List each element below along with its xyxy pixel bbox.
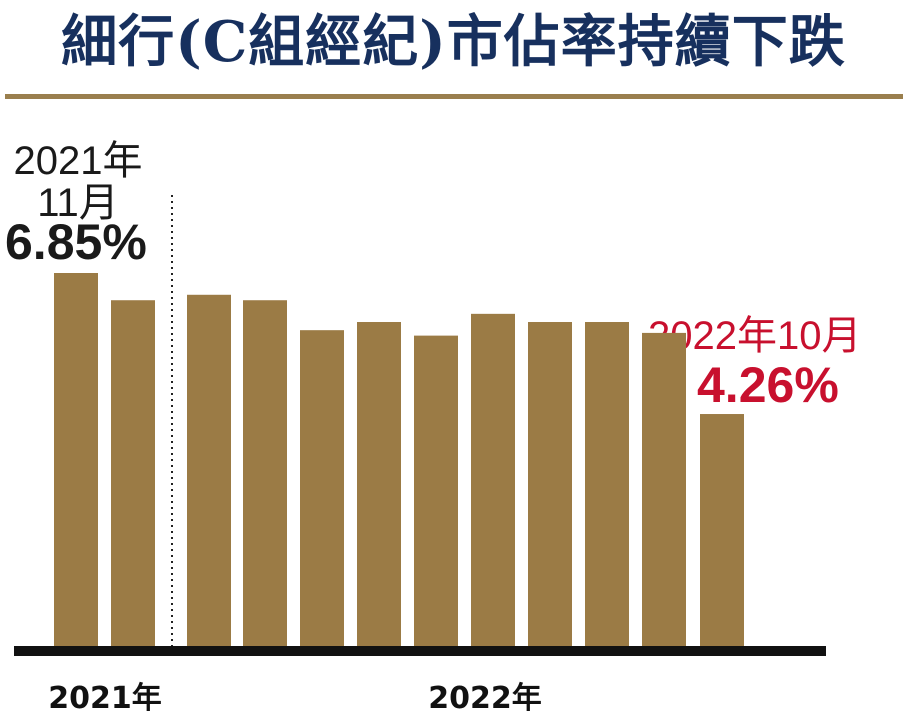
- end-annotation-value: 4.26%: [697, 357, 839, 413]
- start-annotation-year: 2021年: [13, 139, 143, 183]
- bars-group: [54, 273, 744, 646]
- year-label-2022: 2022年: [428, 681, 542, 714]
- year-label-2021: 2021年: [48, 681, 162, 714]
- bar-2022-06: [471, 313, 515, 646]
- bar-2022-05: [414, 335, 458, 646]
- bar-2021-11: [54, 273, 98, 646]
- bar-2022-01: [187, 294, 231, 646]
- bar-2022-03: [300, 330, 344, 646]
- bar-2022-09: [642, 332, 686, 646]
- bar-2022-07: [528, 322, 572, 646]
- bar-2022-04: [357, 322, 401, 646]
- baseline-axis: [14, 646, 826, 656]
- bar-2021-12: [111, 300, 155, 646]
- start-annotation-value: 6.85%: [5, 214, 147, 270]
- bar-2022-08: [585, 322, 629, 646]
- title-divider: [5, 94, 903, 99]
- bar-2022-10: [700, 414, 744, 646]
- chart-title: 細行(C組經紀)市佔率持續下跌: [61, 9, 846, 75]
- bar-2022-02: [243, 300, 287, 646]
- start-annotation-month: 11月: [37, 181, 119, 225]
